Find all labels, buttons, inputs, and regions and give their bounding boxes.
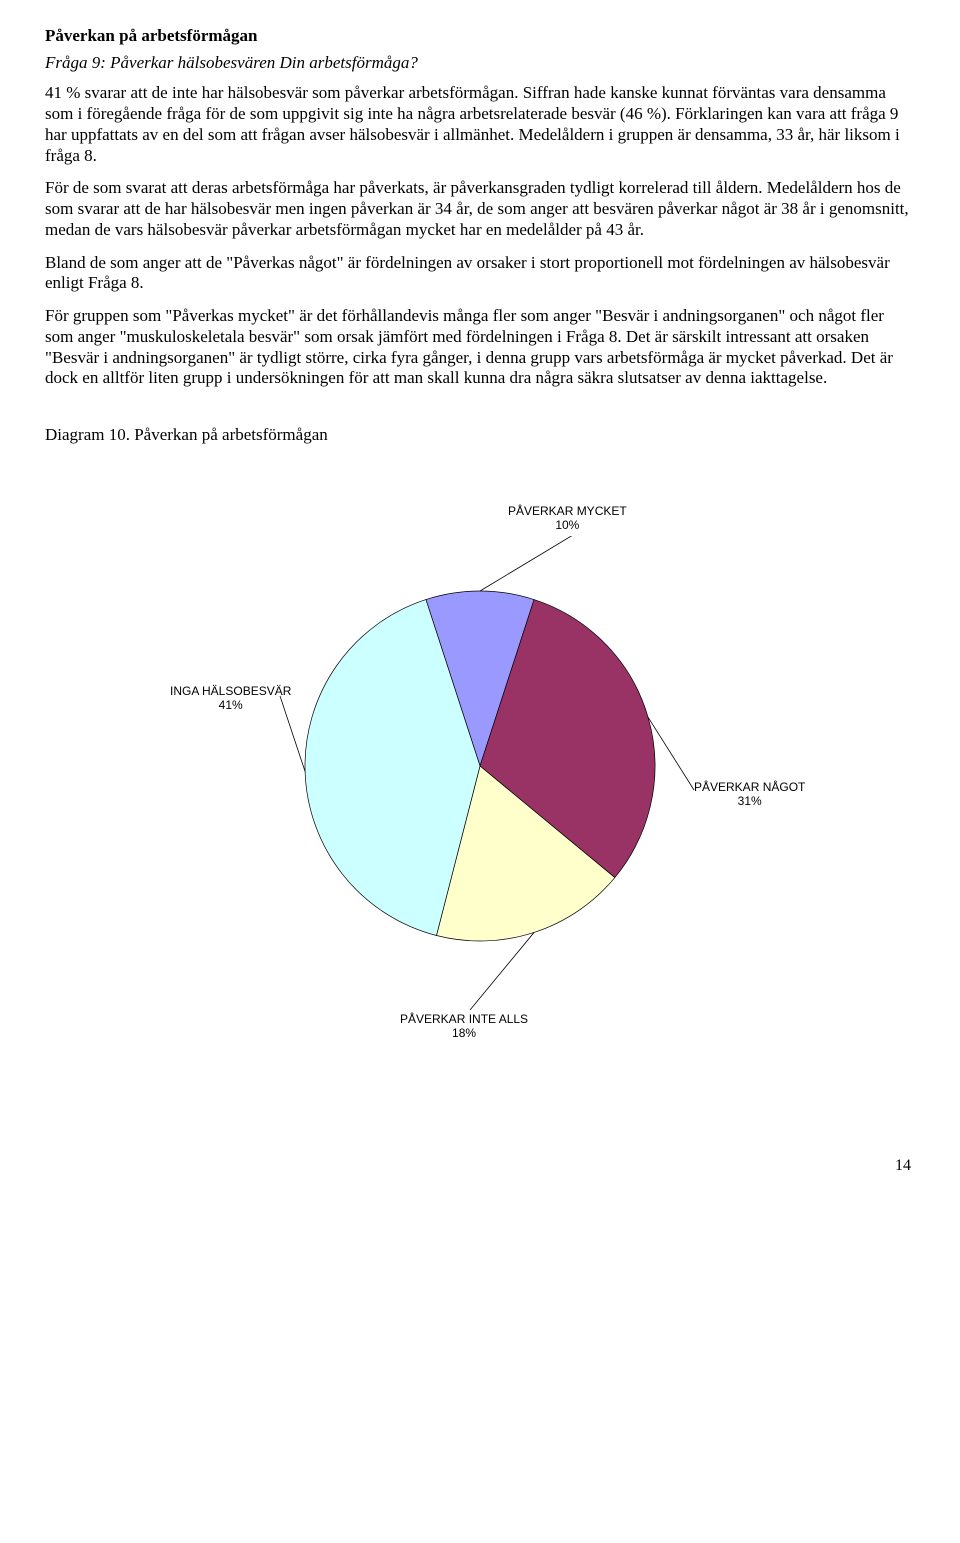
slice-label-inga: INGA HÄLSOBESVÄR 41% bbox=[170, 684, 291, 713]
pie-chart: PÅVERKAR MYCKET 10% PÅVERKAR NÅGOT 31% P… bbox=[80, 536, 880, 1096]
slice-label-value: 18% bbox=[452, 1026, 476, 1040]
question-subhead: Fråga 9: Påverkar hälsobesvären Din arbe… bbox=[45, 53, 915, 74]
slice-label-nagot: PÅVERKAR NÅGOT 31% bbox=[694, 780, 805, 809]
slice-label-intealls: PÅVERKAR INTE ALLS 18% bbox=[400, 1012, 528, 1041]
paragraph-1: 41 % svarar att de inte har hälsobesvär … bbox=[45, 83, 915, 166]
slice-label-value: 41% bbox=[219, 698, 243, 712]
slice-label-value: 10% bbox=[555, 518, 579, 532]
paragraph-2: För de som svarat att deras arbetsförmåg… bbox=[45, 178, 915, 240]
slice-label-text: INGA HÄLSOBESVÄR bbox=[170, 684, 291, 698]
paragraph-4: För gruppen som "Påverkas mycket" är det… bbox=[45, 306, 915, 389]
diagram-title: Diagram 10. Påverkan på arbetsförmågan bbox=[45, 425, 915, 446]
slice-label-text: PÅVERKAR INTE ALLS bbox=[400, 1012, 528, 1026]
slice-label-text: PÅVERKAR NÅGOT bbox=[694, 780, 805, 794]
paragraph-3: Bland de som anger att de "Påverkas någo… bbox=[45, 253, 915, 294]
slice-label-text: PÅVERKAR MYCKET bbox=[508, 504, 627, 518]
slice-label-value: 31% bbox=[738, 794, 762, 808]
slice-label-mycket: PÅVERKAR MYCKET 10% bbox=[508, 504, 627, 533]
page-number: 14 bbox=[45, 1156, 915, 1176]
section-heading: Påverkan på arbetsförmågan bbox=[45, 26, 915, 47]
